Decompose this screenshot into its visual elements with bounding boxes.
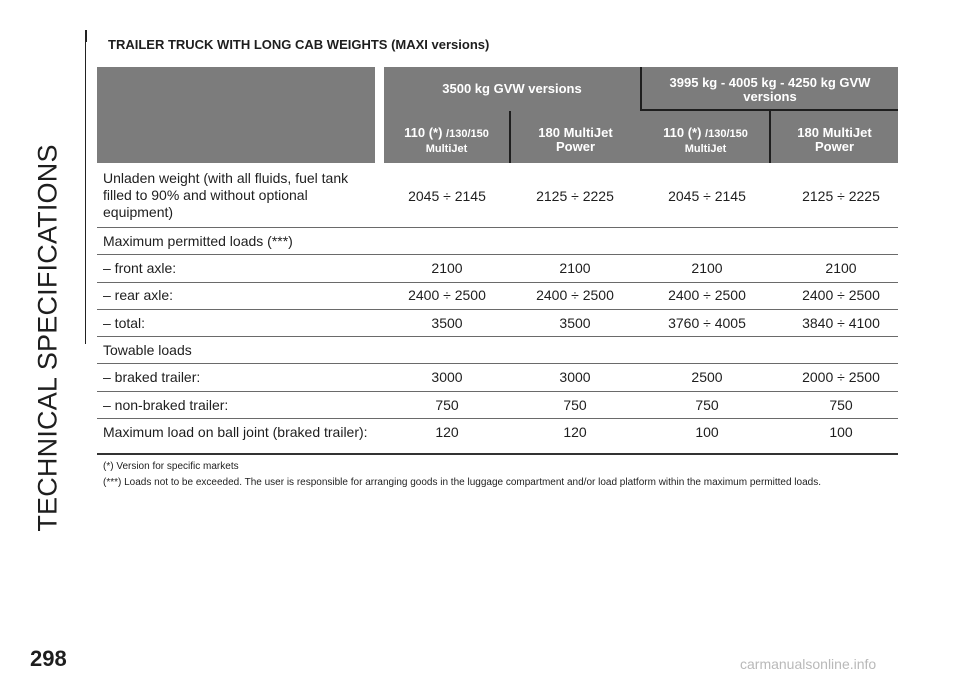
table-heading: TRAILER TRUCK WITH LONG CAB WEIGHTS (MAX… xyxy=(108,37,490,52)
cell-ball-joint-4: 100 xyxy=(829,424,853,440)
cell-front-axle-4: 2100 xyxy=(825,260,857,276)
col-header-2-main: 180 MultiJet xyxy=(538,125,613,140)
table-bottom-rule xyxy=(97,453,898,455)
col-header-1-sub: MultiJet xyxy=(425,143,468,155)
cell-ball-joint-3: 100 xyxy=(695,424,719,440)
header-group-rule xyxy=(640,109,898,111)
footnote-versions: (*) Version for specific markets xyxy=(103,461,239,472)
row-label-towable-loads: Towable loads xyxy=(103,342,192,358)
cell-front-axle-2: 2100 xyxy=(559,260,591,276)
header-group-divider-v xyxy=(640,67,642,110)
cell-unladen-1: 2045 ÷ 2145 xyxy=(408,188,486,204)
cell-total-3: 3760 ÷ 4005 xyxy=(668,315,746,331)
row-divider xyxy=(97,336,898,337)
cell-front-axle-3: 2100 xyxy=(691,260,723,276)
cell-ball-joint-2: 120 xyxy=(563,424,587,440)
row-label-ball-joint: Maximum load on ball joint (braked trail… xyxy=(103,424,368,440)
row-label-rear-axle: – rear axle: xyxy=(103,287,174,303)
row-label-max-permitted: Maximum permitted loads (***) xyxy=(103,233,293,249)
row-divider xyxy=(97,309,898,310)
row-label-unladen-weight: Unladen weight (with all fluids, fuel ta… xyxy=(103,170,349,220)
row-divider xyxy=(97,282,898,283)
col-header-4-sub: Power xyxy=(814,139,854,154)
cell-total-2: 3500 xyxy=(559,315,591,331)
col-header-4: 180 MultiJet Power xyxy=(771,126,898,154)
col-header-3-sub: MultiJet xyxy=(684,143,727,155)
header-subcol-divider-1 xyxy=(509,111,511,163)
cell-braked-3: 2500 xyxy=(691,369,723,385)
cell-non-braked-3: 750 xyxy=(695,397,719,413)
row-divider xyxy=(97,391,898,392)
row-label-front-axle: – front axle: xyxy=(103,260,177,276)
cell-braked-2: 3000 xyxy=(559,369,591,385)
cell-ball-joint-1: 120 xyxy=(435,424,459,440)
row-label-non-braked-trailer: – non-braked trailer: xyxy=(103,397,229,413)
col-header-1: 110 (*) /130/150 MultiJet xyxy=(384,126,509,156)
cell-rear-axle-2: 2400 ÷ 2500 xyxy=(536,287,614,303)
cell-braked-1: 3000 xyxy=(431,369,463,385)
col-header-2-sub: Power xyxy=(555,139,595,154)
cell-front-axle-1: 2100 xyxy=(431,260,463,276)
row-label-total: – total: xyxy=(103,315,146,331)
col-header-3-main: 110 (*) xyxy=(663,125,702,140)
side-rule xyxy=(85,42,86,344)
group-header-3995-4250: 3995 kg - 4005 kg - 4250 kg GVW versions xyxy=(669,75,871,104)
cell-total-1: 3500 xyxy=(431,315,463,331)
cell-total-4: 3840 ÷ 4100 xyxy=(802,315,880,331)
col-header-1-main: 110 (*) xyxy=(404,125,443,140)
col-header-1-suffix: /130/150 xyxy=(446,128,489,140)
cell-non-braked-4: 750 xyxy=(829,397,853,413)
cell-unladen-3: 2045 ÷ 2145 xyxy=(668,188,746,204)
header-gap xyxy=(375,67,384,163)
page-number: 298 xyxy=(30,646,67,671)
cell-non-braked-1: 750 xyxy=(435,397,459,413)
cell-unladen-2: 2125 ÷ 2225 xyxy=(536,188,614,204)
col-header-3-suffix: /130/150 xyxy=(705,128,748,140)
cell-non-braked-2: 750 xyxy=(563,397,587,413)
header-blank-block xyxy=(97,67,375,163)
site-watermark: carmanualsonline.info xyxy=(740,656,877,672)
cell-rear-axle-1: 2400 ÷ 2500 xyxy=(408,287,486,303)
row-divider xyxy=(97,254,898,255)
row-label-braked-trailer: – braked trailer: xyxy=(103,369,201,385)
col-header-4-main: 180 MultiJet xyxy=(797,125,872,140)
cell-rear-axle-3: 2400 ÷ 2500 xyxy=(668,287,746,303)
row-divider xyxy=(97,227,898,228)
section-side-title-text: TECHNICAL SPECIFICATIONS xyxy=(32,144,63,532)
header-subcol-divider-2 xyxy=(769,111,771,163)
side-rule-cap xyxy=(85,30,87,42)
row-divider xyxy=(97,418,898,419)
col-header-3: 110 (*) /130/150 MultiJet xyxy=(642,126,769,156)
col-header-2: 180 MultiJet Power xyxy=(511,126,640,154)
cell-rear-axle-4: 2400 ÷ 2500 xyxy=(802,287,880,303)
footnote-loads: (***) Loads not to be exceeded. The user… xyxy=(103,477,821,488)
cell-braked-4: 2000 ÷ 2500 xyxy=(802,369,880,385)
row-divider xyxy=(97,363,898,364)
cell-unladen-4: 2125 ÷ 2225 xyxy=(802,188,880,204)
group-header-3500: 3500 kg GVW versions xyxy=(442,81,582,96)
